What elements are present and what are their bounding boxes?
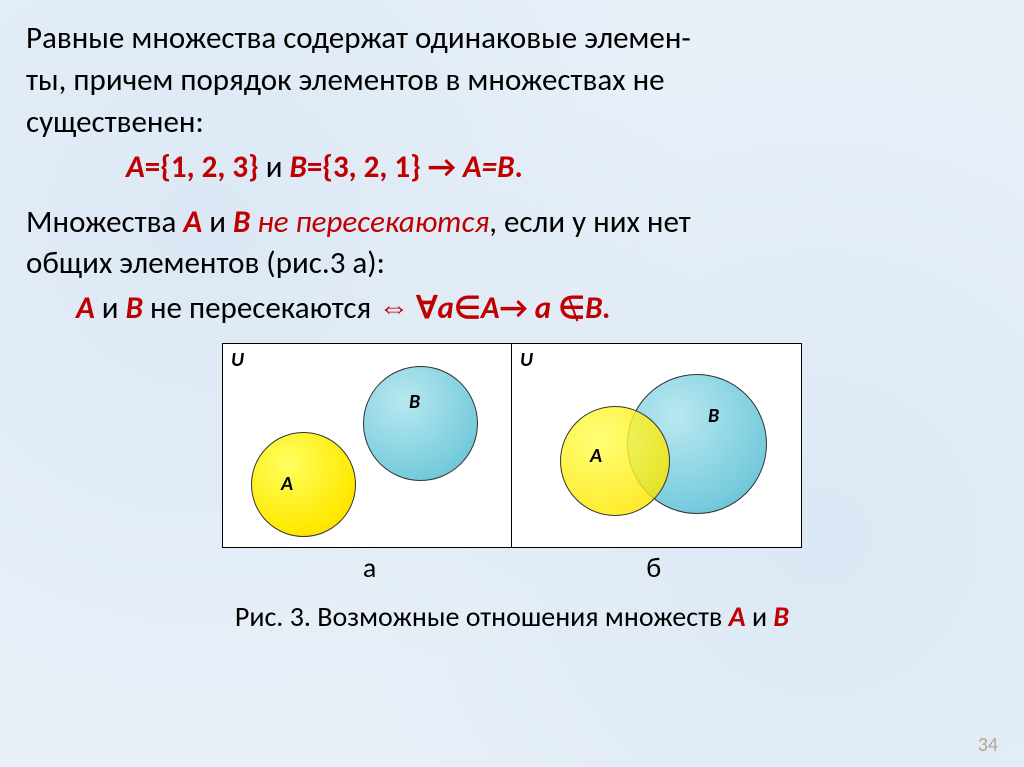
slide-number: 34: [978, 733, 998, 757]
universe-label-b: U: [520, 348, 533, 372]
p2-B: В: [233, 203, 250, 241]
eq1-setA: ={1, 2, 3}: [145, 148, 259, 186]
cap-t2: и: [746, 599, 774, 634]
para1-line3: существенен:: [26, 103, 204, 141]
eq2-B2: В: [585, 289, 602, 327]
label-b1: B: [409, 390, 420, 414]
eq1-dot: .: [514, 148, 522, 186]
eq1-A: А: [126, 148, 145, 186]
p2-t1: Множества: [26, 203, 183, 241]
eq2-and: и: [95, 289, 126, 327]
set-a-circle-intersect: [560, 406, 670, 516]
eq2-notin: ∈: [558, 289, 585, 327]
eq2-iff: ⇔: [378, 289, 409, 327]
figure-caption: Рис. 3. Возможные отношения множеств А и…: [26, 599, 998, 634]
paragraph-disjoint: Множества А и В не пересекаются, если у …: [26, 202, 998, 286]
cap-A: А: [729, 599, 746, 634]
set-a-circle-disjoint: [251, 432, 356, 537]
eq2-A: А: [76, 289, 95, 327]
para1-line2: ты, причем порядок элементов в множества…: [26, 61, 665, 99]
eq2-B: В: [126, 289, 143, 327]
eq2-arr: →: [500, 289, 528, 327]
equation-equal-sets: А={1, 2, 3} и В={3, 2, 1} → А=В.: [26, 148, 998, 186]
venn-diagram-row: U A B U A B: [26, 343, 998, 548]
universe-label-a: U: [231, 348, 244, 372]
eq2-in: ∈: [454, 289, 481, 327]
p2-A: А: [183, 203, 202, 241]
venn-panel-a: U A B: [222, 343, 512, 548]
set-b-circle-disjoint: [363, 366, 478, 481]
eq2-a2: а: [528, 289, 558, 327]
eq1-arrow: →: [428, 148, 456, 186]
panel-b-sublabel: б: [646, 550, 661, 585]
eq1-setB: ={3, 2, 1}: [307, 148, 428, 186]
cap-B: В: [773, 599, 789, 634]
venn-panel-b: U A B: [512, 343, 802, 548]
paragraph-equal-sets: Равные множества содержат одинаковые эле…: [26, 18, 998, 144]
eq2-forall: ∀: [416, 289, 437, 327]
label-a2: A: [590, 444, 602, 468]
p2-line2: общих элементов (рис.3 а):: [26, 244, 385, 282]
eq2-A2: А: [481, 289, 500, 327]
panel-a-sublabel: а: [363, 550, 376, 585]
panel-sublabels: а б: [26, 550, 998, 585]
label-b2: B: [708, 404, 719, 428]
para1-line1: Равные множества содержат одинаковые эле…: [26, 19, 691, 57]
eq1-res: А=В: [456, 148, 515, 186]
p2-em: не пересекаются: [257, 203, 489, 241]
p2-t4: , если у них нет: [489, 203, 691, 241]
label-a1: A: [281, 472, 293, 496]
eq2-txt: не пересекаются: [143, 289, 378, 327]
eq2-dot: .: [603, 289, 611, 327]
eq1-and: и: [259, 148, 290, 186]
equation-disjoint: А и В не пересекаются ⇔ ∀а∈А→ а ∈В.: [26, 289, 998, 327]
p2-t2: и: [202, 203, 233, 241]
eq2-a1: а: [437, 289, 453, 327]
cap-t1: Рис. 3. Возможные отношения множеств: [235, 599, 729, 634]
eq1-B: В: [289, 148, 306, 186]
